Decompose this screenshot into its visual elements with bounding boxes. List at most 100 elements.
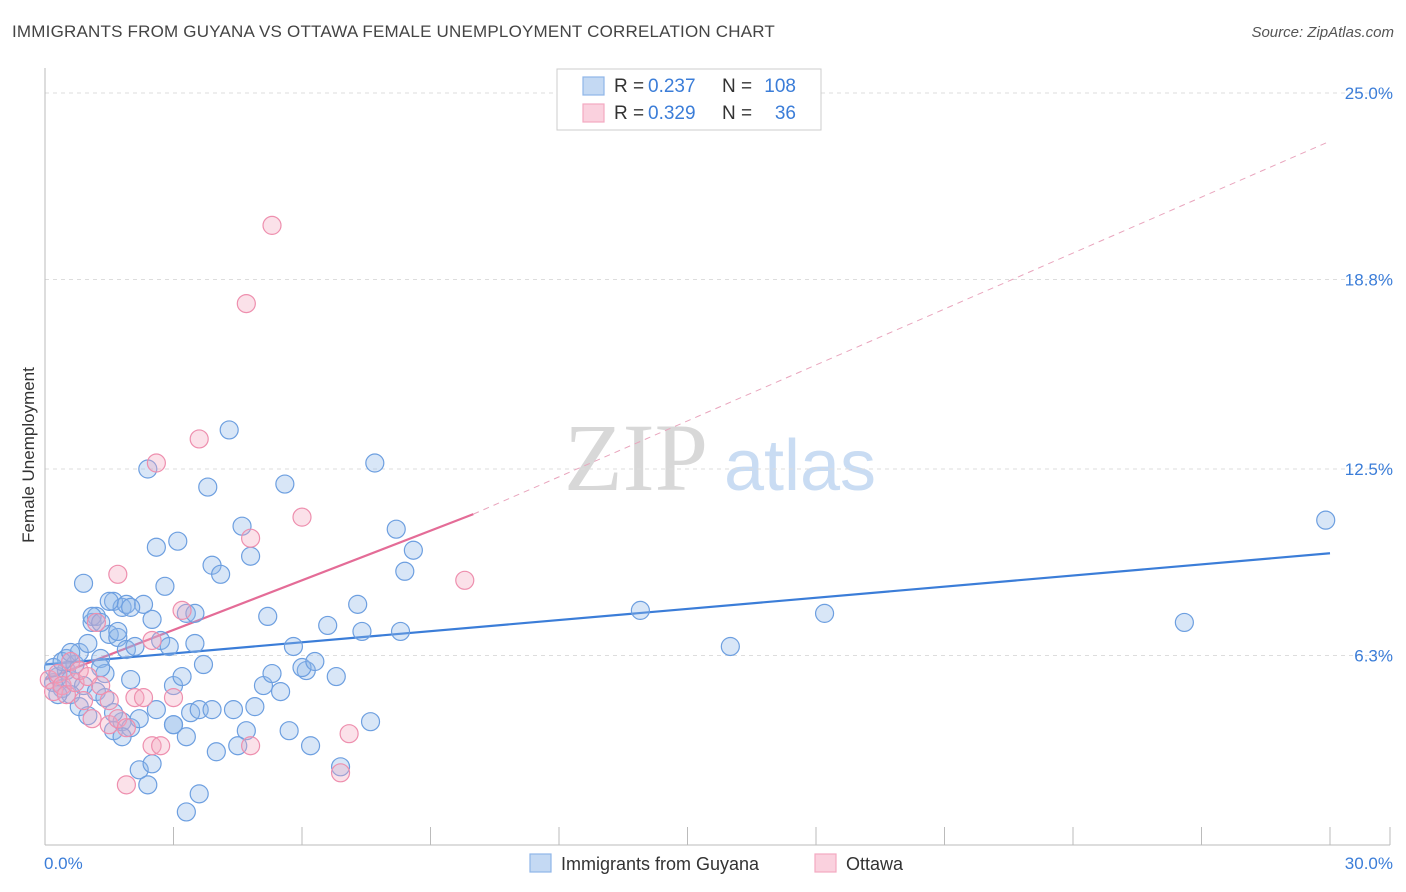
point-ottawa (339, 724, 359, 744)
point-ottawa (48, 663, 68, 684)
point-ottawa (241, 528, 261, 548)
source-credit: Source: ZipAtlas.com (1251, 24, 1394, 41)
gridlines (45, 92, 1390, 657)
point-ottawa (330, 763, 351, 783)
point-guyana (189, 784, 209, 804)
point-guyana (138, 775, 158, 795)
series-legend: Immigrants from Guyana Ottawa (529, 853, 904, 874)
trend-line-guyana (44, 552, 1331, 666)
point-guyana (245, 697, 265, 717)
chart-title: IMMIGRANTS FROM GUYANA VS OTTAWA FEMALE … (12, 22, 776, 41)
point-ottawa (116, 718, 136, 738)
point-guyana (142, 754, 162, 774)
point-guyana (326, 666, 346, 687)
legend-label-ottawa: Ottawa (846, 854, 904, 874)
point-guyana (390, 621, 411, 642)
y-tick-label: 18.8% (1345, 271, 1393, 290)
point-ottawa (236, 293, 256, 314)
point-guyana (185, 633, 205, 654)
x-tick-labels: 0.0% 30.0% (44, 854, 1393, 873)
point-guyana (258, 606, 278, 627)
legend-r-label-1: R = (614, 76, 644, 97)
legend-n-value-2: 36 (775, 103, 796, 124)
point-ottawa (86, 612, 107, 633)
point-ottawa (172, 600, 192, 620)
x-tick-label: 0.0% (44, 854, 83, 873)
y-tick-label: 12.5% (1345, 460, 1393, 479)
point-guyana (168, 531, 188, 551)
point-guyana (91, 612, 111, 633)
point-guyana (279, 721, 299, 741)
legend-swatch-pink (582, 103, 605, 123)
point-ottawa (292, 507, 312, 527)
point-guyana (330, 757, 351, 777)
legend-r-value-2: 0.329 (648, 103, 696, 124)
point-guyana (99, 591, 119, 611)
point-guyana (73, 573, 94, 593)
point-guyana (172, 666, 192, 687)
point-guyana (1174, 612, 1194, 633)
point-ottawa (73, 691, 94, 711)
point-guyana (219, 420, 239, 440)
point-ottawa (262, 215, 282, 235)
point-guyana (193, 654, 214, 675)
point-ottawa (82, 709, 102, 729)
point-guyana (163, 715, 184, 735)
legend-n-label-1: N = (722, 76, 752, 97)
x-tick-label: 30.0% (1345, 854, 1393, 873)
point-guyana (206, 742, 226, 762)
trend-lines (44, 140, 1331, 681)
point-guyana (146, 700, 166, 720)
point-guyana (176, 727, 196, 747)
point-guyana (155, 576, 175, 596)
legend-n-label-2: N = (722, 103, 752, 124)
legend-n-value-1: 108 (764, 76, 796, 97)
point-ottawa (108, 564, 128, 584)
point-ottawa (151, 736, 171, 756)
point-guyana (270, 681, 291, 702)
point-guyana (403, 540, 423, 560)
correlation-legend: R = 0.237 N = 108 R = 0.329 N = 36 (556, 68, 822, 131)
point-guyana (300, 736, 321, 756)
point-guyana (121, 597, 141, 617)
point-ottawa (99, 691, 119, 711)
point-guyana (305, 651, 325, 672)
point-guyana (211, 564, 231, 584)
legend-label-guyana: Immigrants from Guyana (561, 854, 760, 874)
point-guyana (386, 519, 406, 539)
legend-r-value-1: 0.237 (648, 76, 696, 97)
point-guyana (236, 721, 256, 741)
point-guyana (223, 700, 244, 720)
point-guyana (78, 633, 98, 654)
watermark-atlas: atlas (724, 426, 876, 506)
point-guyana (241, 546, 261, 566)
legend-swatch-blue (582, 76, 605, 96)
point-ottawa (116, 775, 136, 795)
point-guyana (275, 474, 295, 494)
point-guyana (395, 561, 415, 581)
legend-swatch-ottawa (814, 853, 837, 873)
point-guyana (283, 636, 304, 657)
point-ottawa (142, 630, 162, 651)
point-ottawa (163, 688, 184, 708)
point-ottawa (189, 429, 209, 449)
point-guyana (176, 802, 196, 822)
point-ottawa (241, 736, 261, 756)
watermark-zip: ZIP (564, 404, 708, 511)
point-guyana (198, 477, 218, 497)
point-ottawa (91, 675, 111, 696)
y-tick-label: 25.0% (1345, 84, 1393, 103)
y-axis-label: Female Unemployment (19, 367, 38, 543)
y-tick-label: 6.3% (1354, 647, 1393, 666)
point-guyana (202, 700, 222, 720)
y-tick-labels: 6.3% 12.5% 18.8% 25.0% (1345, 84, 1393, 665)
legend-r-label-2: R = (614, 103, 644, 124)
point-guyana (720, 636, 740, 657)
legend-swatch-guyana (529, 853, 552, 873)
point-guyana (262, 663, 282, 684)
point-guyana (125, 636, 145, 657)
point-guyana (121, 669, 141, 690)
point-ottawa (133, 688, 154, 708)
data-points (39, 215, 1336, 822)
